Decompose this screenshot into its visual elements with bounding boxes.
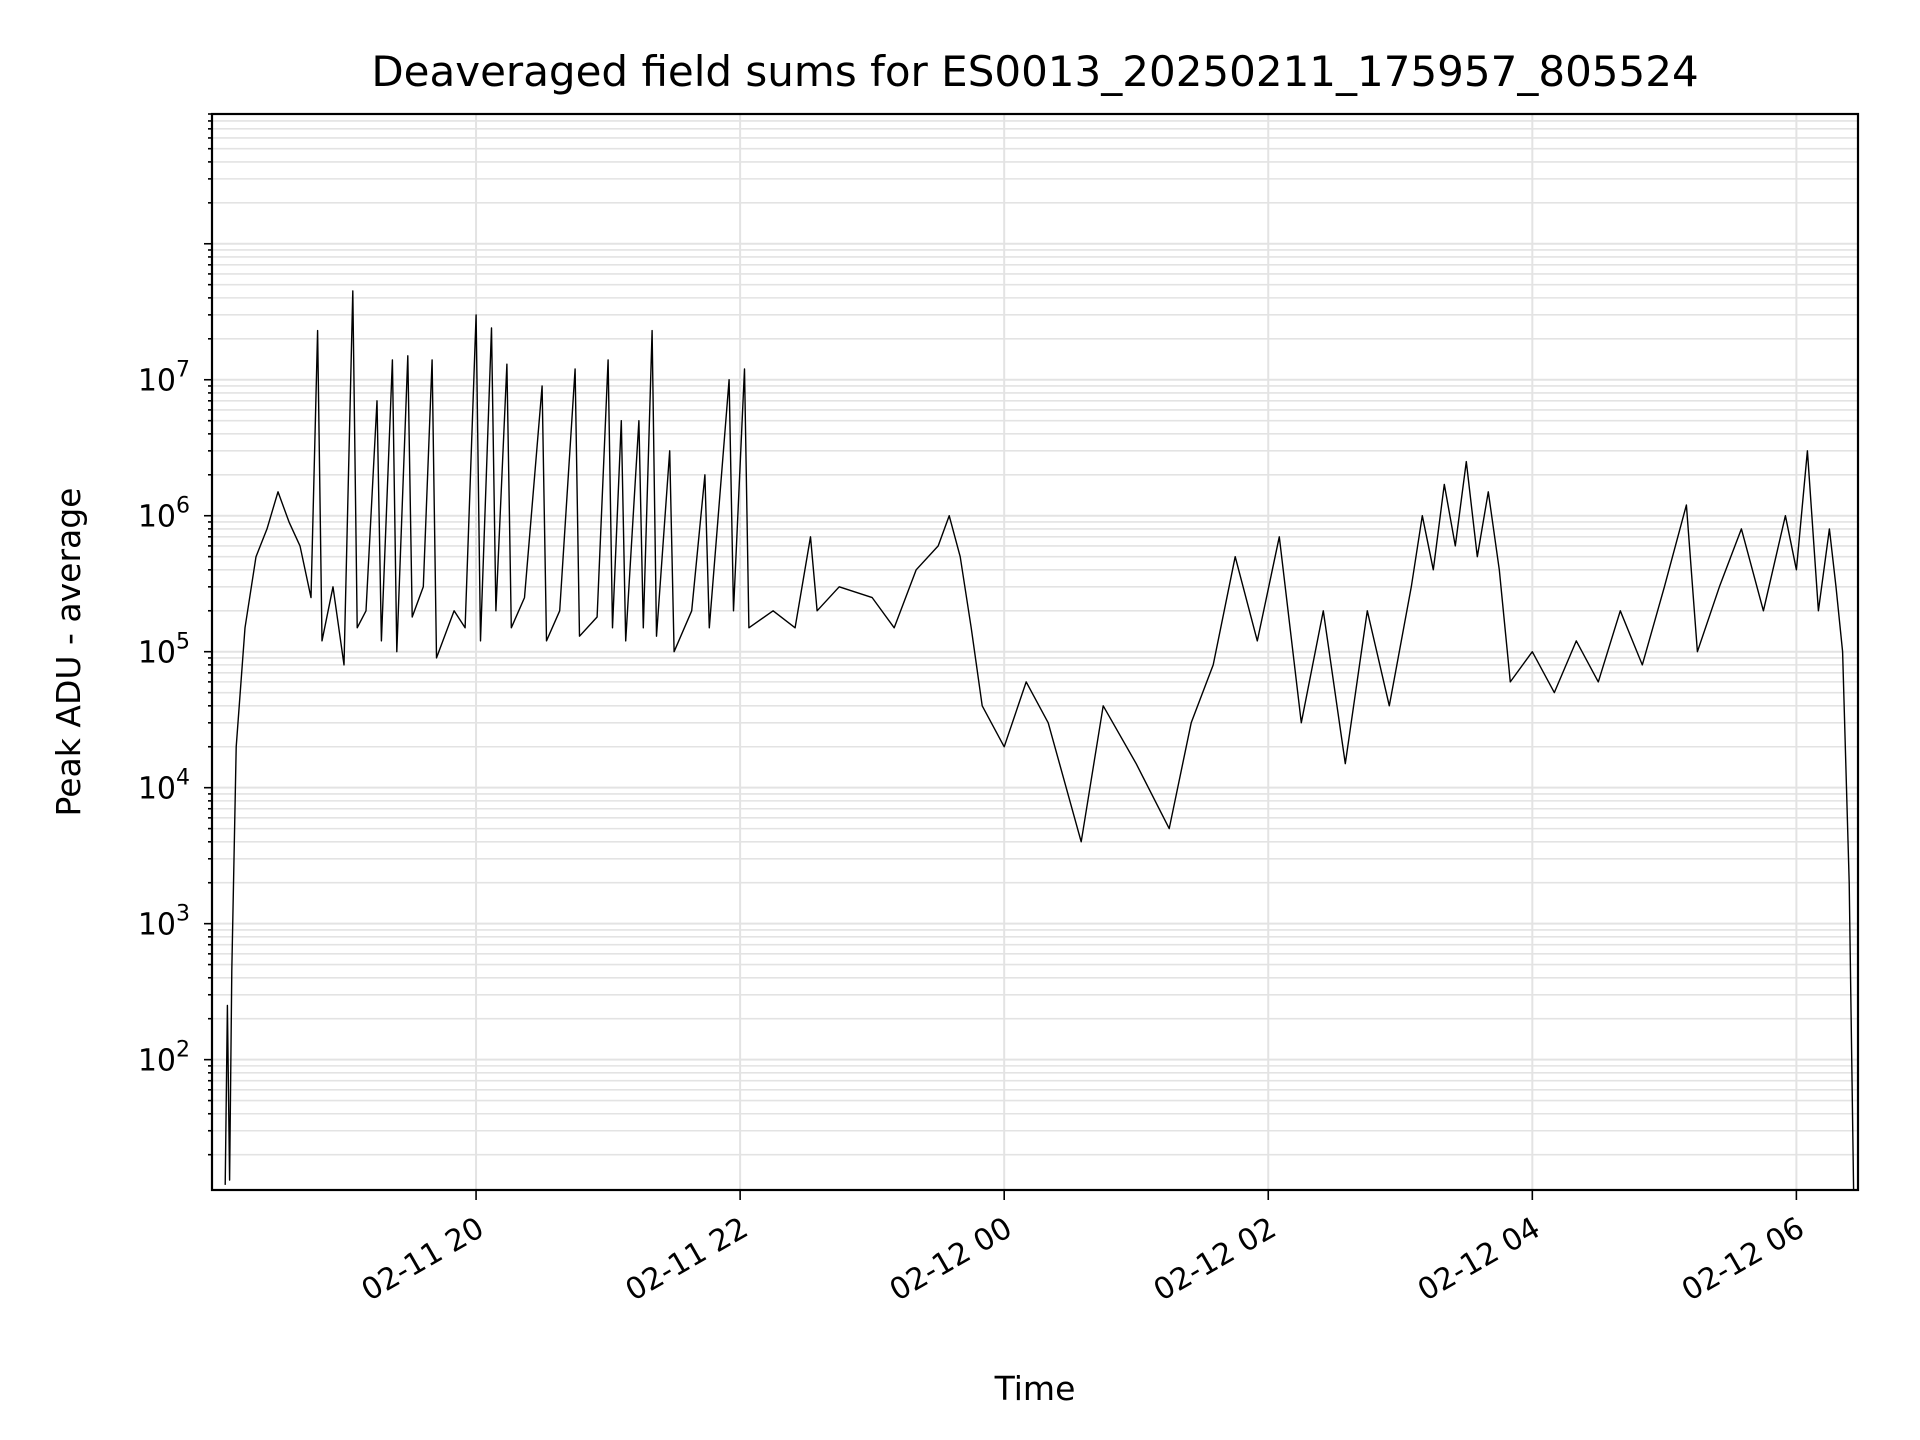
y-tick-label: 107	[138, 358, 190, 399]
y-tick-label: 104	[138, 766, 190, 807]
y-tick-label: 103	[138, 902, 190, 943]
x-grid	[475, 114, 1798, 1190]
y-tick-label: 106	[138, 494, 190, 535]
series-line	[224, 290, 1855, 1191]
y-tick-label: 102	[138, 1038, 190, 1079]
x-axis-title: Time	[994, 1369, 1076, 1408]
y-grid	[212, 113, 1858, 1156]
y-axis: 102 103 104 105 106 107	[138, 113, 212, 1156]
y-tick-label: 105	[138, 630, 190, 671]
chart-title: Deaveraged field sums for ES0013_2025021…	[371, 47, 1698, 96]
y-axis-title: Peak ADU - average	[49, 488, 88, 817]
series-layer	[224, 290, 1855, 1191]
